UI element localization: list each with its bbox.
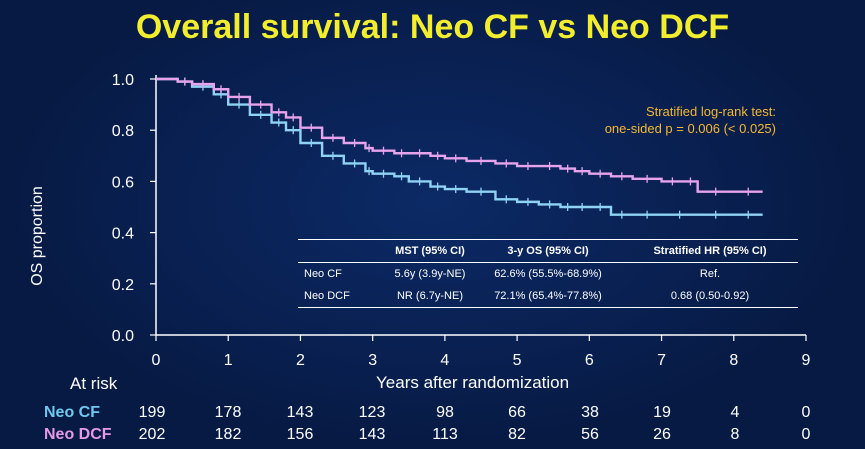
y-axis-label: OS proportion [29, 186, 46, 286]
at-risk-count: 0 [801, 426, 811, 443]
x-tick-label: 0 [152, 352, 161, 369]
at-risk-count: 82 [508, 426, 526, 443]
table-cell: 72.1% (65.4%-77.8%) [494, 290, 602, 302]
test-note-line2: one-sided p = 0.006 (< 0.025) [604, 121, 776, 136]
x-tick-label: 1 [224, 352, 233, 369]
at-risk-count: 38 [581, 404, 599, 421]
table-header-cell: 3-y OS (95% CI) [507, 245, 589, 257]
at-risk-count: 4 [730, 404, 740, 421]
log-rank-test-note: Stratified log-rank test: one-sided p = … [540, 103, 776, 137]
table-cell: 62.6% (55.5%-68.9%) [494, 268, 602, 280]
table-row: Neo CF 5.6y (3.9y-NE) 62.6% (55.5%-68.9%… [298, 263, 798, 285]
x-tick-label: 9 [802, 352, 811, 369]
at-risk-count: 26 [653, 426, 671, 443]
at-risk-count: 178 [214, 404, 242, 421]
at-risk-count: 113 [432, 426, 458, 443]
table-header-row: MST (95% CI) 3-y OS (95% CI) Stratified … [298, 240, 798, 263]
table-header-cell: Stratified HR (95% CI) [653, 245, 767, 257]
y-tick-label: 0.8 [112, 123, 134, 140]
x-tick-label: 3 [368, 352, 377, 369]
at-risk-count: 19 [653, 404, 671, 421]
at-risk-count: 182 [214, 426, 242, 443]
at-risk-count: 98 [436, 404, 454, 421]
x-tick-label: 4 [440, 352, 449, 369]
y-tick-label: 0.4 [112, 226, 134, 243]
at-risk-count: 56 [581, 426, 599, 443]
at-risk-count: 8 [730, 426, 740, 443]
table-row: Neo DCF NR (6.7y-NE) 72.1% (65.4%-77.8%)… [298, 285, 798, 307]
x-tick-label: 7 [657, 352, 666, 369]
at-risk-count: 66 [508, 404, 526, 421]
at-risk-row-name: Neo CF [44, 404, 100, 421]
at-risk-count: 123 [358, 404, 386, 421]
y-tick-label: 0.6 [112, 174, 134, 191]
table-cell: Ref. [699, 268, 721, 280]
x-tick-label: 2 [296, 352, 305, 369]
table-header-cell: MST (95% CI) [395, 245, 465, 257]
at-risk-count: 202 [138, 426, 166, 443]
test-note-line1: Stratified log-rank test: [645, 104, 776, 119]
series-line-neo-cf [156, 77, 763, 216]
at-risk-count: 143 [358, 426, 386, 443]
x-axis-label: Years after randomization [376, 373, 570, 392]
table-cell: NR (6.7y-NE) [396, 290, 463, 302]
x-tick-label: 6 [585, 352, 594, 369]
y-tick-label: 1.0 [112, 72, 134, 89]
at-risk-label: At risk [70, 374, 118, 393]
y-tick-label: 0.2 [112, 277, 134, 294]
at-risk-count: 143 [286, 404, 314, 421]
table-cell: 0.68 (0.50-0.92) [670, 290, 750, 302]
slide-title: Overall survival: Neo CF vs Neo DCF [135, 8, 730, 46]
summary-table: MST (95% CI) 3-y OS (95% CI) Stratified … [298, 239, 798, 308]
table-cell: 5.6y (3.9y-NE) [394, 268, 466, 280]
at-risk-count: 0 [801, 404, 811, 421]
at-risk-count: 156 [286, 426, 314, 443]
x-tick-label: 8 [729, 352, 738, 369]
x-tick-label: 5 [513, 352, 522, 369]
at-risk-count: 199 [138, 404, 166, 421]
y-tick-label: 0.0 [112, 328, 134, 345]
table-cell: Neo DCF [304, 290, 350, 302]
table-cell: Neo CF [304, 268, 342, 280]
at-risk-row-name: Neo DCF [44, 426, 112, 443]
